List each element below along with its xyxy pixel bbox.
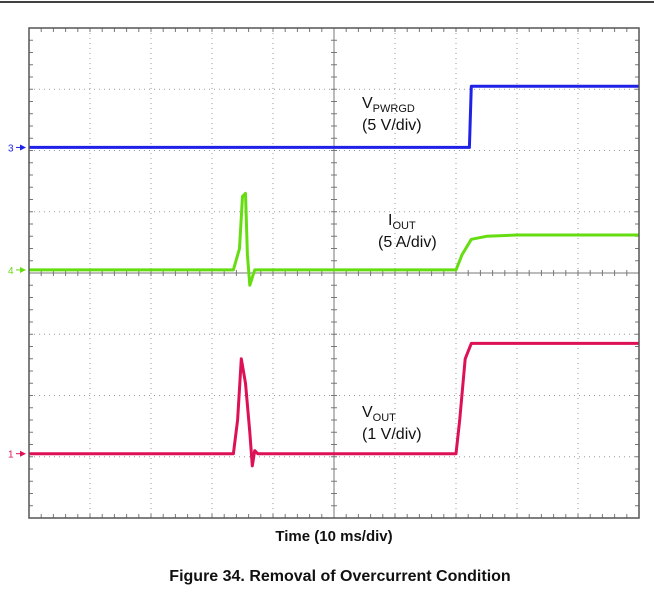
trace-scale-label: (5 A/div) (378, 234, 437, 251)
trace-label: IOUT (388, 212, 416, 232)
channel-markers: 3 4 1 (8, 143, 26, 461)
trace-vout (29, 341, 639, 468)
figure-caption: Figure 34. Removal of Overcurrent Condit… (169, 568, 510, 585)
trace-label: VOUT (362, 404, 396, 424)
trace-scale-label: (1 V/div) (362, 426, 422, 443)
x-axis-label: Time (10 ms/div) (275, 528, 392, 545)
channel-arrow-icon (20, 266, 26, 273)
plot-frame (28, 27, 640, 519)
trace-iout (29, 191, 639, 287)
channel-marker-1: 1 (8, 450, 14, 461)
channel-arrow-icon (20, 144, 26, 151)
trace-scale-label: (5 V/div) (362, 117, 422, 134)
grid (28, 27, 640, 519)
trace-labels: VPWRGD (5 V/div) IOUT (5 A/div) VOUT (1 V/div… (362, 95, 437, 443)
channel-marker-4: 4 (8, 266, 14, 277)
channel-arrow-icon (20, 450, 26, 457)
trace-vpwrgd (29, 84, 639, 149)
traces (29, 84, 639, 468)
trace-label: VPWRGD (362, 95, 415, 115)
channel-marker-3: 3 (8, 143, 14, 154)
